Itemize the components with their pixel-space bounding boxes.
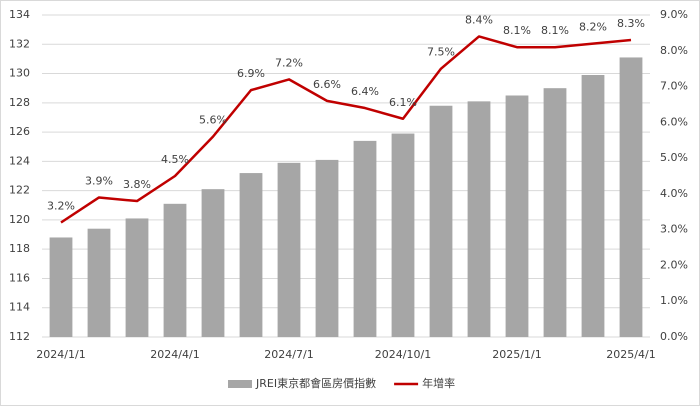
bar bbox=[49, 237, 73, 337]
x-tick-label: 2024/10/1 bbox=[375, 348, 431, 361]
bar bbox=[543, 88, 567, 337]
bar bbox=[619, 57, 643, 337]
y2-tick-label: 8.0% bbox=[660, 44, 688, 57]
x-tick-label: 2025/4/1 bbox=[606, 348, 655, 361]
bar bbox=[429, 105, 453, 337]
y2-tick-label: 4.0% bbox=[660, 187, 688, 200]
data-label: 8.1% bbox=[541, 24, 569, 37]
data-label: 6.4% bbox=[351, 85, 379, 98]
x-tick-label: 2024/7/1 bbox=[264, 348, 313, 361]
y-tick-label: 112 bbox=[9, 330, 30, 343]
data-label: 8.2% bbox=[579, 21, 607, 34]
legend-swatch bbox=[228, 380, 252, 388]
y-tick-label: 132 bbox=[9, 37, 30, 50]
y2-tick-label: 1.0% bbox=[660, 294, 688, 307]
data-label: 6.9% bbox=[237, 67, 265, 80]
y-tick-label: 130 bbox=[9, 67, 30, 80]
data-label: 4.5% bbox=[161, 153, 189, 166]
y2-tick-label: 2.0% bbox=[660, 258, 688, 271]
y2-tick-label: 9.0% bbox=[660, 8, 688, 21]
bar bbox=[125, 218, 149, 337]
y2-tick-label: 7.0% bbox=[660, 80, 688, 93]
data-label: 8.4% bbox=[465, 13, 493, 26]
bar bbox=[315, 159, 339, 337]
y-tick-label: 120 bbox=[9, 213, 30, 226]
y-tick-label: 122 bbox=[9, 184, 30, 197]
x-tick-label: 2025/1/1 bbox=[492, 348, 541, 361]
y-tick-label: 114 bbox=[9, 301, 30, 314]
data-label: 7.5% bbox=[427, 46, 455, 59]
data-label: 3.2% bbox=[47, 200, 75, 213]
bar bbox=[201, 189, 225, 337]
bar bbox=[391, 133, 415, 337]
data-label: 7.2% bbox=[275, 56, 303, 69]
y-tick-label: 124 bbox=[9, 154, 30, 167]
bar bbox=[163, 203, 187, 337]
data-label: 3.9% bbox=[85, 174, 113, 187]
data-label: 8.3% bbox=[617, 17, 645, 30]
y2-tick-label: 0.0% bbox=[660, 330, 688, 343]
y-tick-label: 126 bbox=[9, 125, 30, 138]
y-tick-label: 118 bbox=[9, 242, 30, 255]
bar bbox=[277, 162, 301, 337]
bar bbox=[87, 228, 111, 337]
legend-label: JREI東京都會區房價指數 bbox=[255, 376, 376, 390]
line bbox=[60, 35, 632, 224]
bar bbox=[505, 95, 529, 337]
legend-label: 年增率 bbox=[422, 376, 455, 390]
bar bbox=[353, 140, 377, 337]
y-tick-label: 134 bbox=[9, 8, 30, 21]
data-label: 8.1% bbox=[503, 24, 531, 37]
y2-tick-label: 6.0% bbox=[660, 115, 688, 128]
y2-tick-label: 5.0% bbox=[660, 151, 688, 164]
data-label: 3.8% bbox=[123, 178, 151, 191]
data-label: 6.1% bbox=[389, 96, 417, 109]
bar bbox=[467, 101, 491, 337]
data-label: 6.6% bbox=[313, 78, 341, 91]
y-tick-label: 128 bbox=[9, 96, 30, 109]
bar bbox=[581, 75, 605, 337]
x-tick-label: 2024/4/1 bbox=[150, 348, 199, 361]
y-tick-label: 116 bbox=[9, 271, 30, 284]
y2-tick-label: 3.0% bbox=[660, 223, 688, 236]
data-label: 5.6% bbox=[199, 114, 227, 127]
x-tick-label: 2024/1/1 bbox=[36, 348, 85, 361]
bar bbox=[239, 173, 263, 337]
